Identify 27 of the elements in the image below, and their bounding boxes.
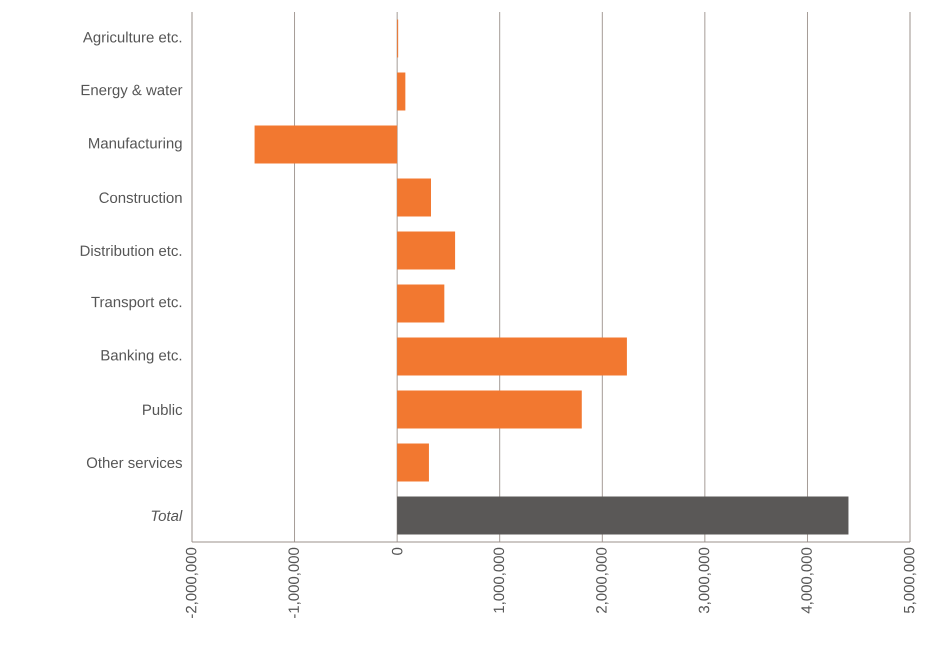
x-tick-label: 4,000,000	[801, 548, 814, 614]
x-tick-label: -2,000,000	[186, 548, 198, 618]
x-tick-label: 0	[392, 548, 402, 555]
y-tick-label: Construction	[99, 192, 182, 203]
bar	[254, 126, 398, 164]
y-tick-label: Energy & water	[82, 84, 182, 98]
bar	[397, 444, 429, 482]
bar	[397, 232, 456, 270]
bar	[397, 338, 627, 376]
x-tick-label: -1,000,000	[288, 548, 301, 618]
y-tick-label: Banking etc.	[102, 350, 182, 364]
x-tick-label: 5,000,000	[904, 548, 916, 614]
bar	[397, 496, 848, 535]
y-tick-label: Agriculture etc.	[82, 32, 182, 46]
y-tick-label: Distribution etc.	[80, 245, 182, 256]
bar	[397, 72, 406, 111]
y-tick-label: Total	[152, 510, 183, 521]
x-tick-label: 3,000,000	[698, 548, 712, 614]
y-tick-label: Other services	[86, 457, 182, 468]
bar	[397, 178, 431, 217]
x-tick-label: 1,000,000	[494, 548, 506, 613]
bar	[397, 390, 582, 429]
bar	[397, 284, 444, 323]
y-tick-label: Manufacturing	[89, 138, 182, 152]
x-tick-label: 2,000,000	[596, 548, 608, 613]
y-tick-label: Transport etc.	[91, 296, 182, 310]
y-tick-label: Public	[143, 404, 182, 415]
